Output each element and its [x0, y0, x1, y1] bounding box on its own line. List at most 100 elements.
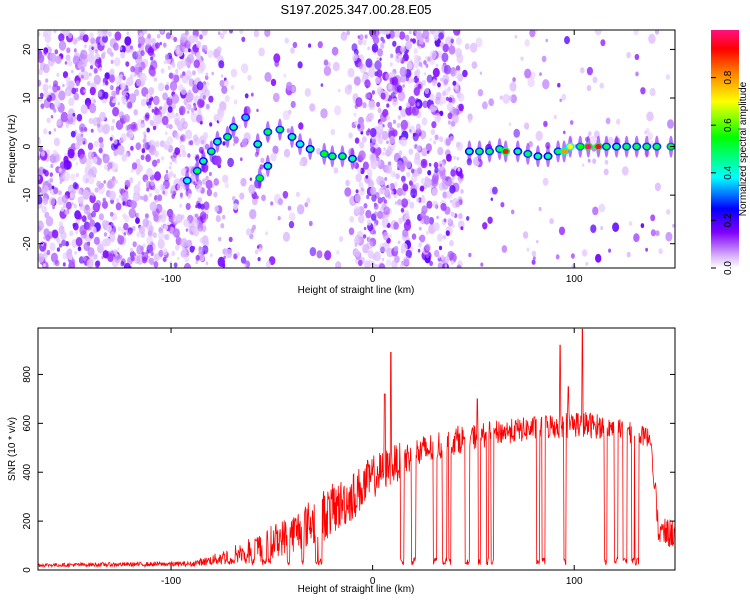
noise-blob — [362, 161, 369, 170]
noise-blob — [336, 250, 340, 255]
noise-blob — [92, 156, 98, 164]
noise-blob — [102, 200, 108, 209]
noise-blob — [355, 173, 363, 183]
noise-blob — [410, 188, 418, 199]
noise-blob — [433, 34, 439, 41]
noise-blob — [171, 193, 176, 199]
noise-blob — [177, 256, 180, 261]
noise-blob — [389, 135, 396, 145]
noise-blob — [230, 68, 238, 78]
noise-blob — [586, 66, 594, 76]
noise-blob — [557, 82, 561, 88]
noise-blob — [89, 51, 95, 59]
noise-blob — [128, 229, 132, 235]
noise-blob — [152, 95, 160, 106]
noise-blob — [482, 101, 488, 110]
noise-blob — [330, 128, 336, 136]
noise-blob — [137, 119, 145, 129]
noise-blob — [69, 230, 74, 237]
noise-blob — [317, 41, 323, 49]
noise-blob — [169, 170, 174, 177]
noise-blob — [368, 112, 375, 121]
noise-blob — [65, 249, 72, 258]
noise-blob — [48, 131, 52, 135]
noise-blob — [362, 102, 367, 109]
noise-blob — [450, 38, 454, 44]
noise-blob — [209, 122, 213, 127]
noise-blob — [561, 93, 567, 101]
noise-blob — [85, 178, 89, 183]
noise-blob — [249, 209, 257, 220]
noise-blob — [198, 227, 202, 232]
noise-blob — [667, 119, 674, 129]
noise-blob — [393, 221, 400, 230]
noise-blob — [512, 77, 516, 83]
noise-blob — [109, 74, 115, 83]
noise-blob — [199, 34, 203, 40]
noise-blob — [290, 47, 295, 54]
noise-blob — [165, 131, 168, 135]
noise-blob — [147, 33, 152, 39]
noise-blob — [85, 158, 93, 168]
noise-blob — [256, 108, 259, 113]
noise-blob — [524, 122, 530, 130]
noise-blob — [440, 77, 443, 82]
noise-blob — [413, 87, 420, 96]
noise-blob — [266, 260, 271, 268]
noise-blob — [434, 249, 440, 258]
noise-blob — [73, 203, 77, 209]
ridge-point — [329, 153, 336, 159]
noise-blob — [270, 78, 277, 87]
noise-blob — [159, 106, 162, 111]
noise-blob — [66, 47, 71, 54]
snr-frame — [37, 327, 676, 571]
noise-blob — [220, 74, 224, 78]
noise-blob — [367, 128, 371, 133]
noise-blob — [65, 123, 70, 129]
noise-blob — [446, 153, 452, 162]
noise-blob — [78, 123, 86, 133]
noise-blob — [187, 110, 190, 114]
ridge-point — [321, 151, 328, 157]
noise-blob — [154, 150, 159, 157]
noise-blob — [41, 242, 44, 247]
noise-blob — [89, 194, 96, 204]
noise-blob — [335, 261, 342, 268]
noise-blob — [130, 73, 134, 79]
ridge-point — [633, 143, 640, 150]
noise-blob — [157, 82, 165, 92]
noise-blob — [132, 225, 136, 231]
noise-blob — [425, 63, 429, 68]
noise-blob — [415, 123, 421, 131]
noise-blob — [145, 94, 149, 98]
y-tick-label: 800 — [22, 366, 33, 383]
noise-blob — [414, 152, 421, 161]
noise-blob — [402, 191, 406, 196]
noise-blob — [132, 193, 139, 202]
noise-blob — [415, 68, 421, 76]
noise-blob — [68, 97, 75, 107]
noise-blob — [377, 107, 382, 114]
noise-blob — [221, 85, 228, 95]
noise-blob — [450, 169, 456, 177]
noise-blob — [206, 188, 213, 197]
ridge-point — [214, 139, 221, 145]
noise-blob — [240, 177, 247, 187]
noise-blob — [223, 79, 229, 87]
noise-blob — [382, 124, 385, 128]
noise-blob — [604, 159, 609, 165]
noise-blob — [424, 72, 427, 76]
ridge-point — [184, 177, 191, 184]
noise-blob — [184, 47, 189, 54]
noise-blob — [90, 254, 96, 262]
x-tick-label: 100 — [566, 576, 583, 587]
noise-blob — [441, 256, 445, 261]
noise-blob — [40, 103, 45, 109]
noise-blob — [38, 186, 42, 194]
noise-blob — [153, 77, 157, 82]
noise-blob — [424, 255, 431, 264]
noise-blob — [232, 196, 236, 201]
noise-blob — [603, 168, 609, 176]
noise-blob — [157, 194, 163, 202]
noise-blob — [387, 121, 393, 129]
